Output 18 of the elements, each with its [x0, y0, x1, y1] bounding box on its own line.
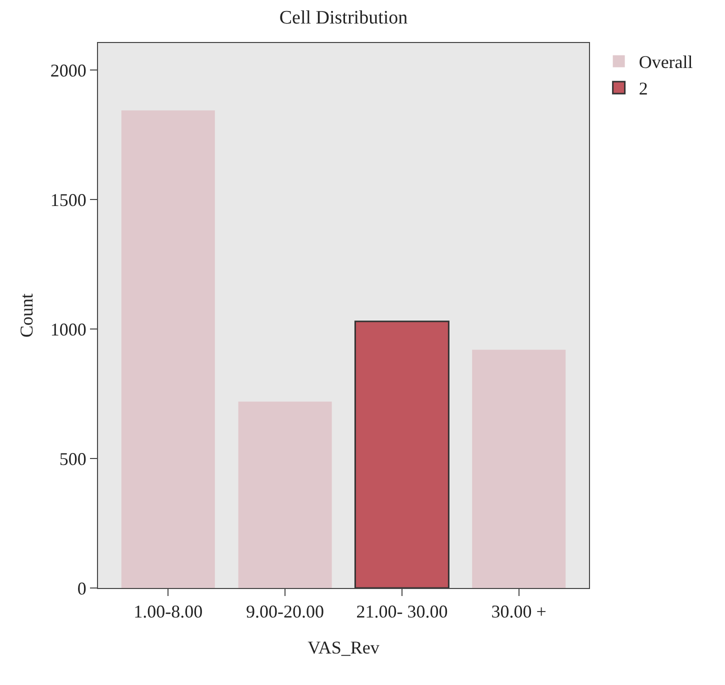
y-tick-label: 0	[77, 578, 86, 598]
y-tick-label: 1500	[50, 190, 86, 210]
x-axis-title: VAS_Rev	[308, 638, 380, 658]
x-tick-label: 1.00-8.00	[134, 602, 203, 622]
x-tick-label: 30.00 +	[491, 602, 546, 622]
bar	[121, 110, 215, 588]
x-tick-label: 9.00-20.00	[246, 602, 324, 622]
chart-title: Cell Distribution	[279, 8, 408, 29]
y-tick-label: 2000	[50, 60, 86, 80]
x-tick-label: 21.00- 30.00	[356, 602, 448, 622]
bar	[472, 350, 566, 588]
y-tick-label: 500	[59, 448, 86, 469]
bar	[238, 402, 332, 588]
y-axis-title: Count	[16, 293, 37, 338]
y-tick-label: 1000	[50, 319, 86, 340]
legend-label: Overall	[638, 52, 693, 72]
legend-label: 2	[638, 78, 648, 99]
bar	[354, 320, 450, 588]
